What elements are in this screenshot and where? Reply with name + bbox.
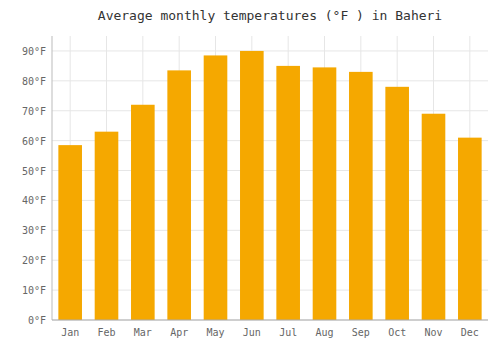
x-tick-label: Oct: [388, 327, 406, 338]
x-tick-label: Jan: [61, 327, 79, 338]
bar: [131, 105, 155, 320]
y-tick-label: 30°F: [22, 225, 46, 236]
bar: [276, 66, 300, 320]
y-tick-label: 0°F: [28, 315, 46, 326]
bar: [422, 114, 446, 320]
y-grid-line: [52, 50, 488, 51]
bar: [349, 72, 373, 320]
x-tick-label: Sep: [352, 327, 370, 338]
x-tick-label: Feb: [97, 327, 115, 338]
y-tick-label: 60°F: [22, 136, 46, 147]
bar: [167, 70, 191, 320]
y-tick-label: 20°F: [22, 255, 46, 266]
x-axis-line: [52, 320, 488, 321]
x-tick-label: Aug: [315, 327, 333, 338]
bar: [313, 67, 337, 320]
y-tick-label: 40°F: [22, 195, 46, 206]
y-axis-line: [52, 36, 53, 320]
y-grid-line: [52, 320, 488, 321]
bar: [240, 51, 264, 320]
x-tick-label: Jun: [243, 327, 261, 338]
x-tick-label: May: [206, 327, 224, 338]
bars: [58, 51, 481, 320]
y-grid-line: [52, 80, 488, 81]
y-tick-label: 50°F: [22, 166, 46, 177]
y-tick-label: 10°F: [22, 285, 46, 296]
bar: [58, 145, 82, 320]
x-tick-label: Jul: [279, 327, 297, 338]
x-tick-label: Mar: [134, 327, 152, 338]
bar: [204, 55, 228, 320]
y-tick-label: 70°F: [22, 106, 46, 117]
y-tick-label: 90°F: [22, 46, 46, 57]
chart-title: Average monthly temperatures (°F ) in Ba…: [98, 8, 442, 23]
x-tick-label: Nov: [424, 327, 442, 338]
bar: [95, 132, 119, 320]
bar: [385, 87, 409, 320]
grid: [52, 36, 488, 320]
bar: [458, 138, 482, 320]
chart-svg: Average monthly temperatures (°F ) in Ba…: [0, 0, 500, 350]
y-tick-label: 80°F: [22, 76, 46, 87]
y-grid-line: [52, 110, 488, 111]
x-tick-label: Apr: [170, 327, 188, 338]
x-tick-label: Dec: [461, 327, 479, 338]
chart-container: Average monthly temperatures (°F ) in Ba…: [0, 0, 500, 350]
